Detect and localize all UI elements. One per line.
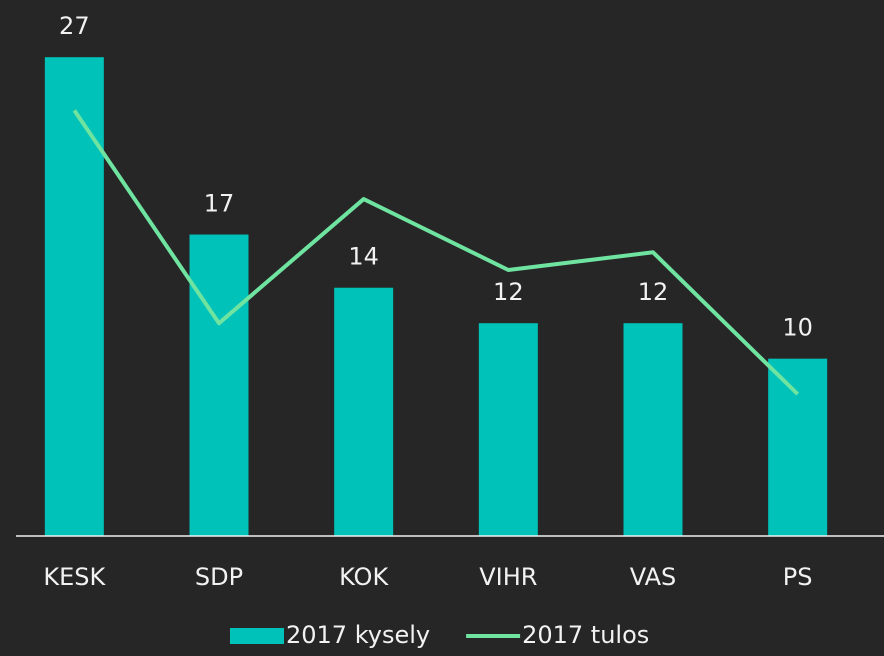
legend-label: 2017 tulos bbox=[522, 621, 649, 649]
x-tick-label: VIHR bbox=[479, 563, 537, 591]
legend-swatch bbox=[230, 628, 284, 644]
data-label: 10 bbox=[782, 314, 813, 342]
data-label: 17 bbox=[204, 190, 235, 218]
line bbox=[72, 109, 800, 396]
data-label: 14 bbox=[348, 243, 379, 271]
bar bbox=[44, 57, 104, 536]
bar bbox=[334, 287, 394, 536]
x-tick-label: SDP bbox=[195, 563, 243, 591]
bar bbox=[623, 323, 683, 536]
legend-label: 2017 kysely bbox=[286, 621, 430, 649]
bar bbox=[189, 234, 249, 537]
data-label: 27 bbox=[59, 12, 90, 40]
bar bbox=[768, 358, 828, 536]
data-label: 12 bbox=[638, 278, 669, 306]
x-tick-label: KESK bbox=[43, 563, 106, 591]
data-label: 12 bbox=[493, 278, 524, 306]
x-tick-label: PS bbox=[783, 563, 813, 591]
x-tick-label: VAS bbox=[630, 563, 677, 591]
bar bbox=[478, 323, 538, 536]
x-tick-label: KOK bbox=[339, 563, 389, 591]
